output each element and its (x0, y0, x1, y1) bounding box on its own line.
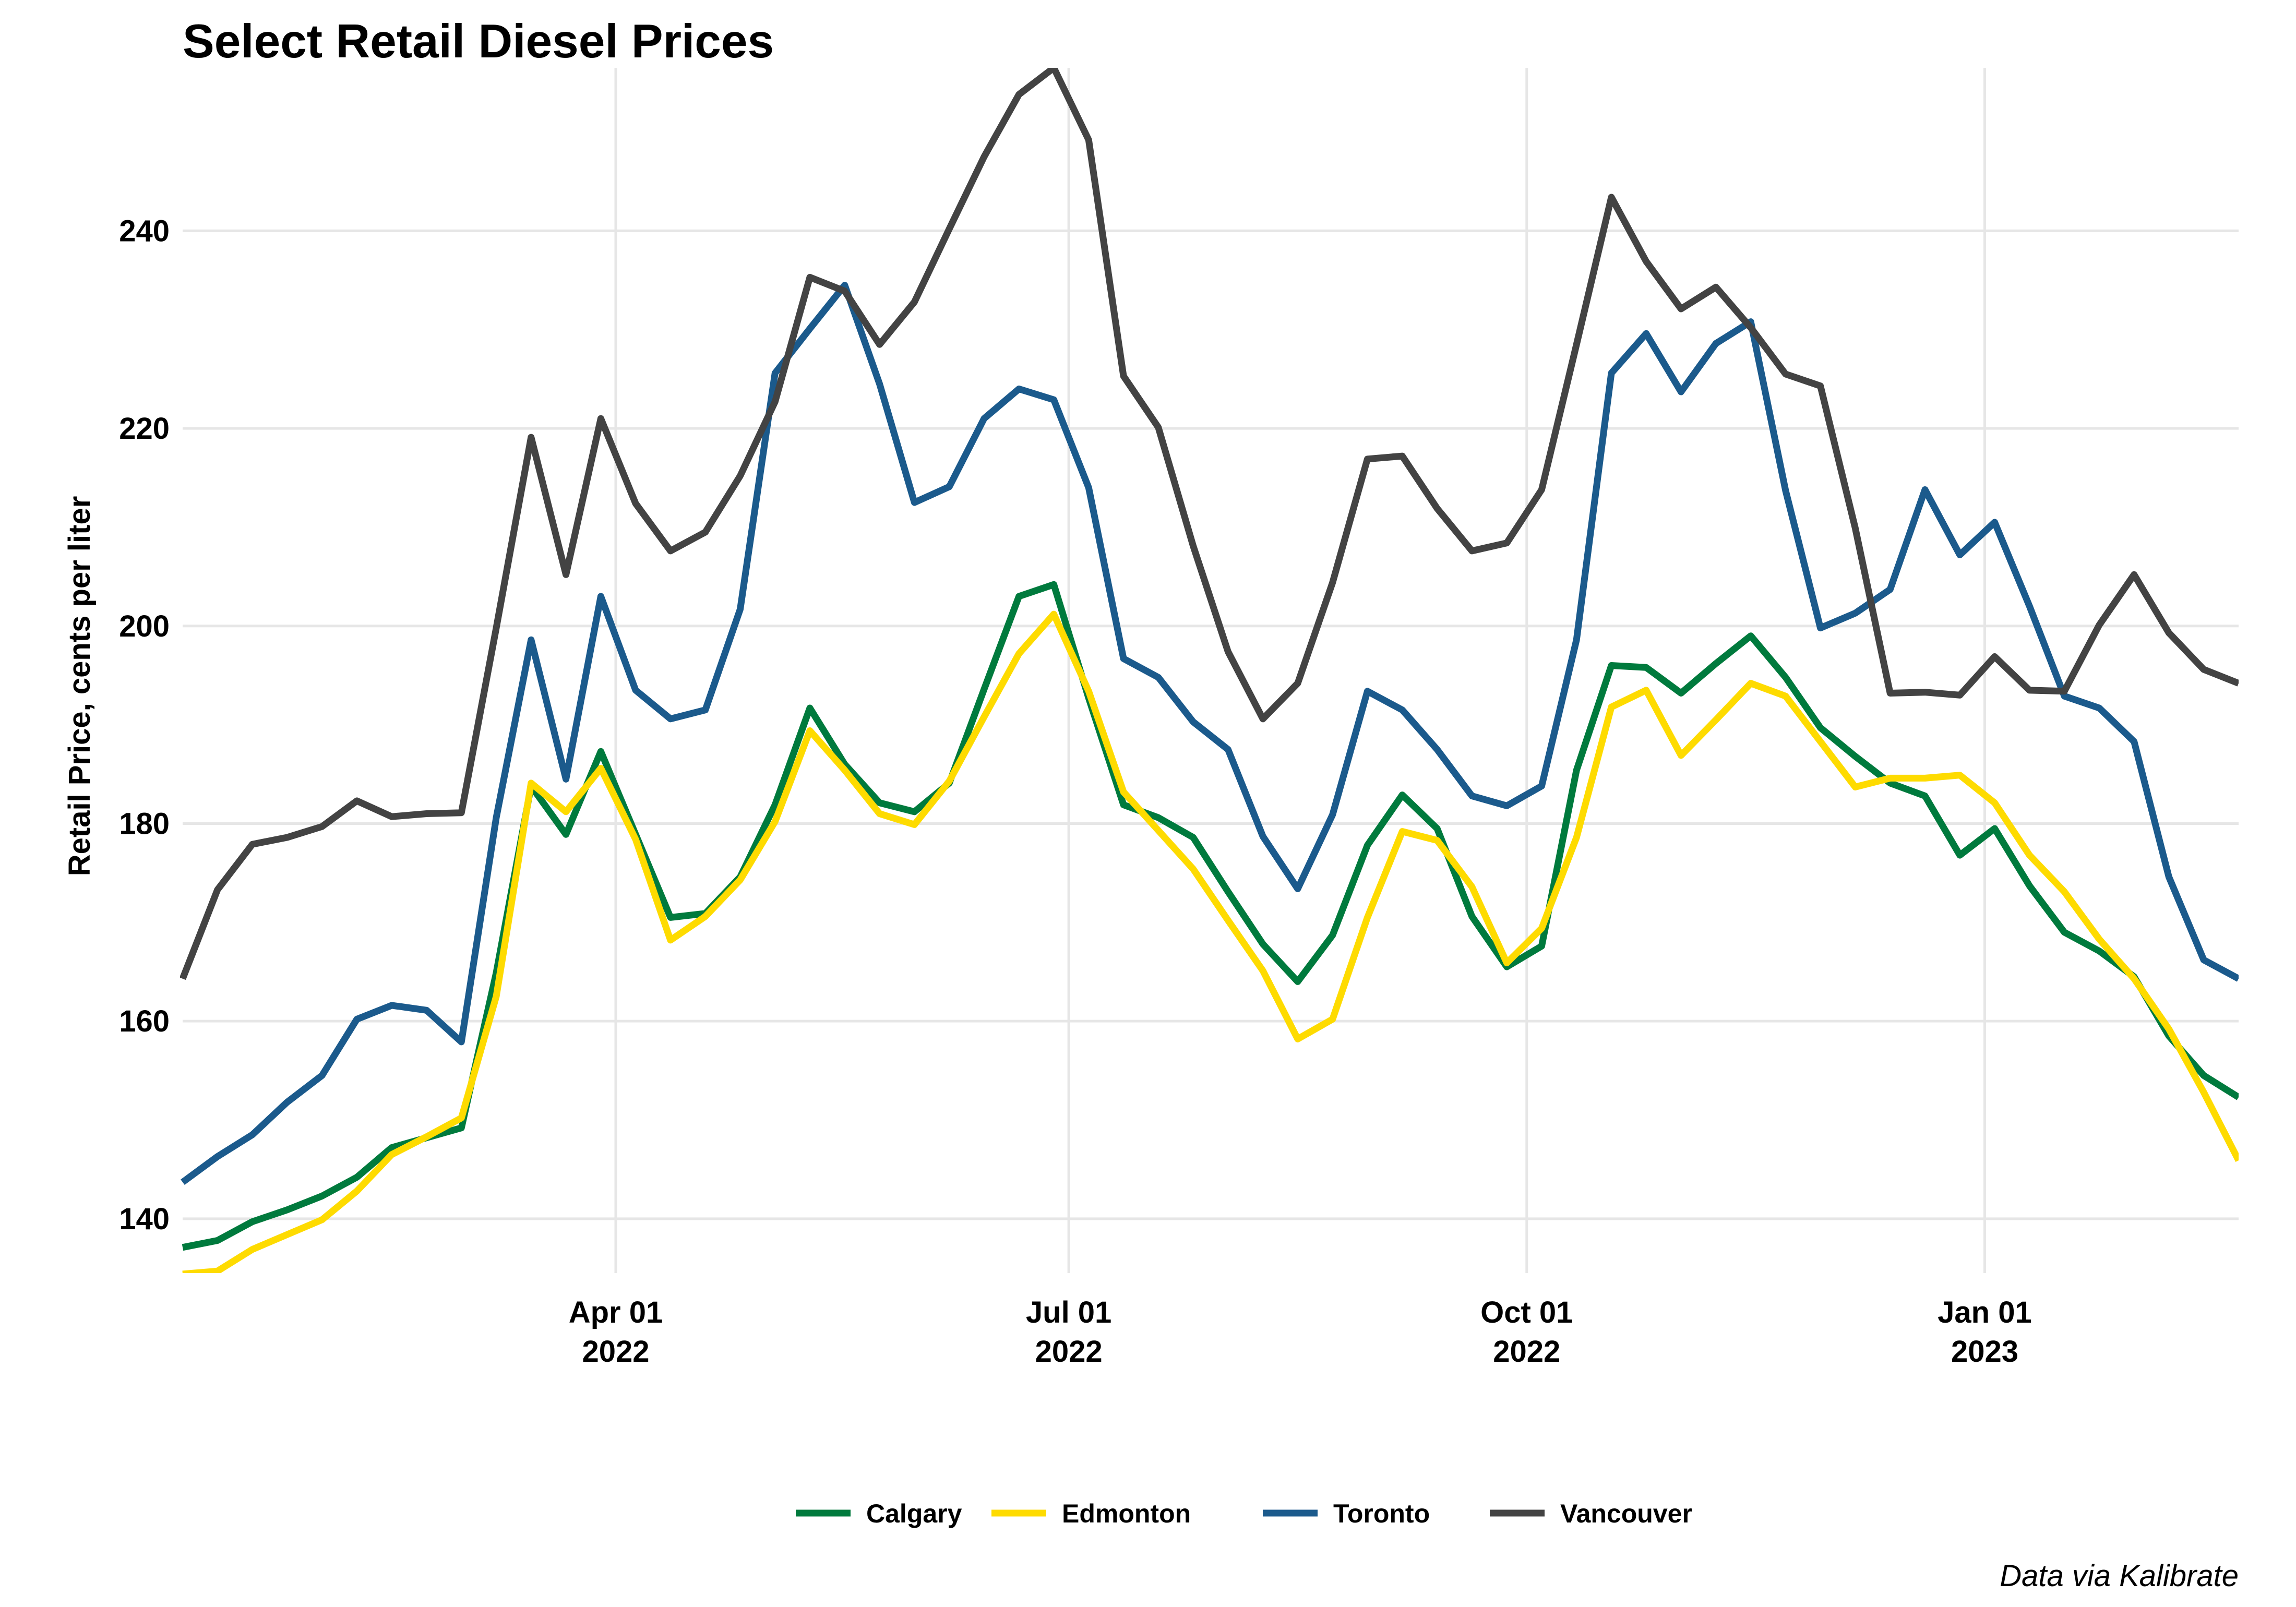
y-axis-ticks: 140 160 180 200 220 240 (119, 214, 170, 1236)
y-tick-label: 180 (119, 807, 170, 841)
y-tick-label: 240 (119, 214, 170, 248)
data-series (180, 68, 2239, 1273)
x-tick-label: Jul 01 (1026, 1296, 1111, 1329)
y-axis-title: Retail Price, cents per liter (63, 496, 97, 877)
legend-label-edmonton: Edmonton (1062, 1499, 1191, 1528)
x-tick-year-label: 2022 (1493, 1335, 1560, 1369)
x-tick-year-label: 2022 (582, 1335, 649, 1369)
x-tick-label: Oct 01 (1480, 1296, 1573, 1329)
legend-label-vancouver: Vancouver (1560, 1499, 1692, 1528)
legend-label-calgary: Calgary (866, 1499, 962, 1528)
y-tick-label: 220 (119, 412, 170, 446)
series-line-vancouver (180, 68, 2239, 980)
series-line-edmonton (182, 610, 2239, 1273)
source-caption: Data via Kalibrate (2000, 1559, 2239, 1593)
x-tick-year-label: 2023 (1951, 1335, 2018, 1369)
y-tick-label: 160 (119, 1004, 170, 1038)
x-axis-ticks: Apr 01 2022 Jul 01 2022 Oct 01 2022 Jan 01 2023 (569, 1296, 2032, 1369)
legend: Calgary Edmonton Toronto Vancouver (796, 1499, 1692, 1528)
x-tick-label: Jan 01 (1938, 1296, 2032, 1329)
x-tick-label: Apr 01 (569, 1296, 663, 1329)
x-tick-year-label: 2022 (1035, 1335, 1103, 1369)
y-tick-label: 140 (119, 1202, 170, 1236)
legend-label-toronto: Toronto (1333, 1499, 1430, 1528)
series-line-calgary (182, 581, 2239, 1251)
chart-title: Select Retail Diesel Prices (183, 15, 774, 68)
y-tick-label: 200 (119, 609, 170, 643)
series-line-toronto (181, 282, 2239, 1185)
